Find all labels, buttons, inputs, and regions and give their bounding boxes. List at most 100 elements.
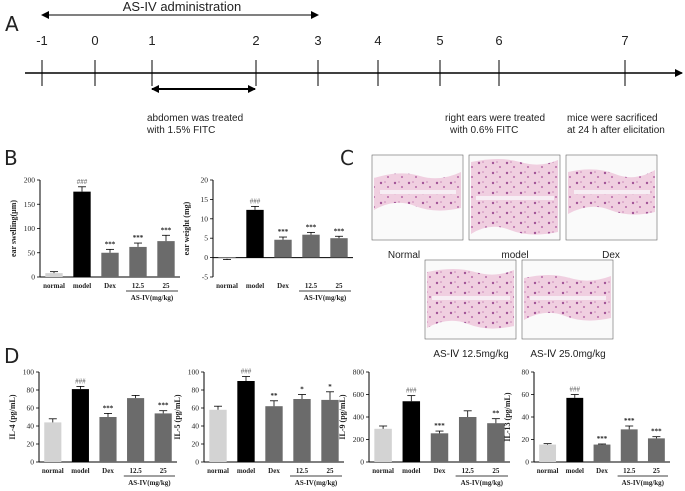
histology-image-model xyxy=(468,154,561,241)
bar xyxy=(330,238,348,258)
significance-label: *** xyxy=(651,428,662,436)
il4-chart: 0 20 40 60 80 100 IL-4 (pg/mL) normal ### model **… xyxy=(8,368,177,487)
significance-label: *** xyxy=(624,417,635,425)
category-label: 12.5 xyxy=(305,282,318,290)
y-tick-label: 200 xyxy=(24,176,36,185)
category-label: 12.5 xyxy=(623,467,636,475)
timeline-tick-label: 6 xyxy=(495,33,502,48)
panel-label-d: D xyxy=(4,344,19,368)
timeline-tick-label: 7 xyxy=(621,33,628,48)
significance-label: *** xyxy=(334,227,345,235)
bar xyxy=(647,438,665,462)
category-label: model xyxy=(402,467,420,475)
bar xyxy=(566,397,584,462)
group-label: AS-IV(mg/kg) xyxy=(128,479,171,487)
category-label: 25 xyxy=(163,282,171,290)
histology-label-normal: Normal xyxy=(388,250,420,261)
bar xyxy=(430,433,449,462)
category-label: model xyxy=(71,467,89,475)
category-label: normal xyxy=(42,467,64,475)
category-label: normal xyxy=(43,282,65,290)
bar xyxy=(209,409,227,462)
y-axis-label: IL-4 (pg/mL) xyxy=(8,394,17,439)
y-tick-label: 100 xyxy=(23,368,35,377)
bar xyxy=(246,209,264,258)
y-tick-label: 60 xyxy=(27,404,35,413)
histology-image-dex xyxy=(565,154,658,241)
significance-label: ### xyxy=(241,368,252,376)
category-label: Dex xyxy=(268,467,280,475)
bar xyxy=(374,428,392,462)
timeline-tick-label: -1 xyxy=(36,33,48,48)
bar xyxy=(539,444,557,462)
y-tick-label: 20 xyxy=(27,440,35,449)
bar xyxy=(157,241,175,277)
y-tick-label: 10 xyxy=(201,214,209,223)
category-label: model xyxy=(237,467,255,475)
significance-label: ** xyxy=(271,392,279,400)
bar xyxy=(127,398,145,462)
significance-label: ### xyxy=(406,387,417,395)
y-tick-label: 80 xyxy=(522,368,530,377)
il9-chart: 0 200 400 600 800 IL-9 (pg/mL) normal ### model *… xyxy=(338,368,510,487)
category-label: model xyxy=(566,467,584,475)
bar xyxy=(99,417,117,462)
bar xyxy=(402,401,421,462)
y-tick-label: 20 xyxy=(192,440,200,449)
y-tick-label: 600 xyxy=(353,390,365,399)
ear-note-line1: right ears were treated xyxy=(445,113,545,124)
timeline-tick-label: 4 xyxy=(374,33,381,48)
category-label: normal xyxy=(207,467,229,475)
histology-panel: Normal model Dex AS-Ⅳ 12.5mg/kg AS-Ⅳ 25.… xyxy=(371,154,658,360)
bar xyxy=(458,417,477,462)
group-label: AS-IV(mg/kg) xyxy=(131,294,174,302)
sacrifice-note-line2: at 24 h after elicitation xyxy=(567,125,665,136)
bar xyxy=(265,406,283,462)
group-label: AS-IV(mg/kg) xyxy=(295,479,338,487)
histology-image-as-iv-25 xyxy=(521,259,614,340)
y-tick-label: 5 xyxy=(204,234,208,243)
significance-label: * xyxy=(328,383,332,391)
y-tick-label: 15 xyxy=(201,195,209,204)
significance-label: ### xyxy=(250,197,261,205)
category-label: normal xyxy=(537,467,559,475)
category-label: 12.5 xyxy=(462,467,475,475)
panel-label-c: C xyxy=(340,146,354,170)
y-axis-label: ear swelling(μm) xyxy=(9,200,18,257)
significance-label: ** xyxy=(492,410,500,418)
category-label: 25 xyxy=(160,467,168,475)
bar xyxy=(45,273,63,277)
category-label: Dex xyxy=(596,467,608,475)
il13-chart: 0 20 40 60 80 IL-13 (pg/mL) normal ### model *** D… xyxy=(503,368,670,487)
significance-label: *** xyxy=(158,402,169,410)
category-label: 12.5 xyxy=(129,467,142,475)
timeline-tick-label: 3 xyxy=(314,33,321,48)
y-tick-label: 150 xyxy=(24,200,36,209)
category-label: Dex xyxy=(277,282,289,290)
y-tick-label: 0 xyxy=(195,458,199,467)
bar xyxy=(101,252,119,277)
bar xyxy=(129,246,147,277)
histology-label-as-iv-12-5: AS-Ⅳ 12.5mg/kg xyxy=(433,349,508,360)
category-label: 25 xyxy=(653,467,661,475)
histology-image-normal xyxy=(371,154,464,241)
histology-label-model: model xyxy=(501,250,528,261)
category-label: 25 xyxy=(336,282,344,290)
panel-label-b: B xyxy=(4,146,18,170)
bar xyxy=(293,399,311,462)
y-tick-label: 40 xyxy=(27,422,35,431)
bar xyxy=(593,444,611,462)
timeline-tick-label: 2 xyxy=(252,33,259,48)
y-axis-label: IL-5 (pg/mL) xyxy=(173,394,182,439)
significance-label: *** xyxy=(306,223,317,231)
sacrifice-note-line1: mice were sacrificed xyxy=(567,113,658,124)
timeline-ticks: -1 0 1 2 3 4 5 6 7 xyxy=(36,33,629,86)
significance-label: *** xyxy=(103,404,114,412)
significance-label: *** xyxy=(278,228,289,236)
bar xyxy=(154,413,172,462)
y-tick-label: 40 xyxy=(192,422,200,431)
category-label: normal xyxy=(216,282,238,290)
y-tick-label: 20 xyxy=(201,176,209,185)
bar xyxy=(274,239,292,258)
